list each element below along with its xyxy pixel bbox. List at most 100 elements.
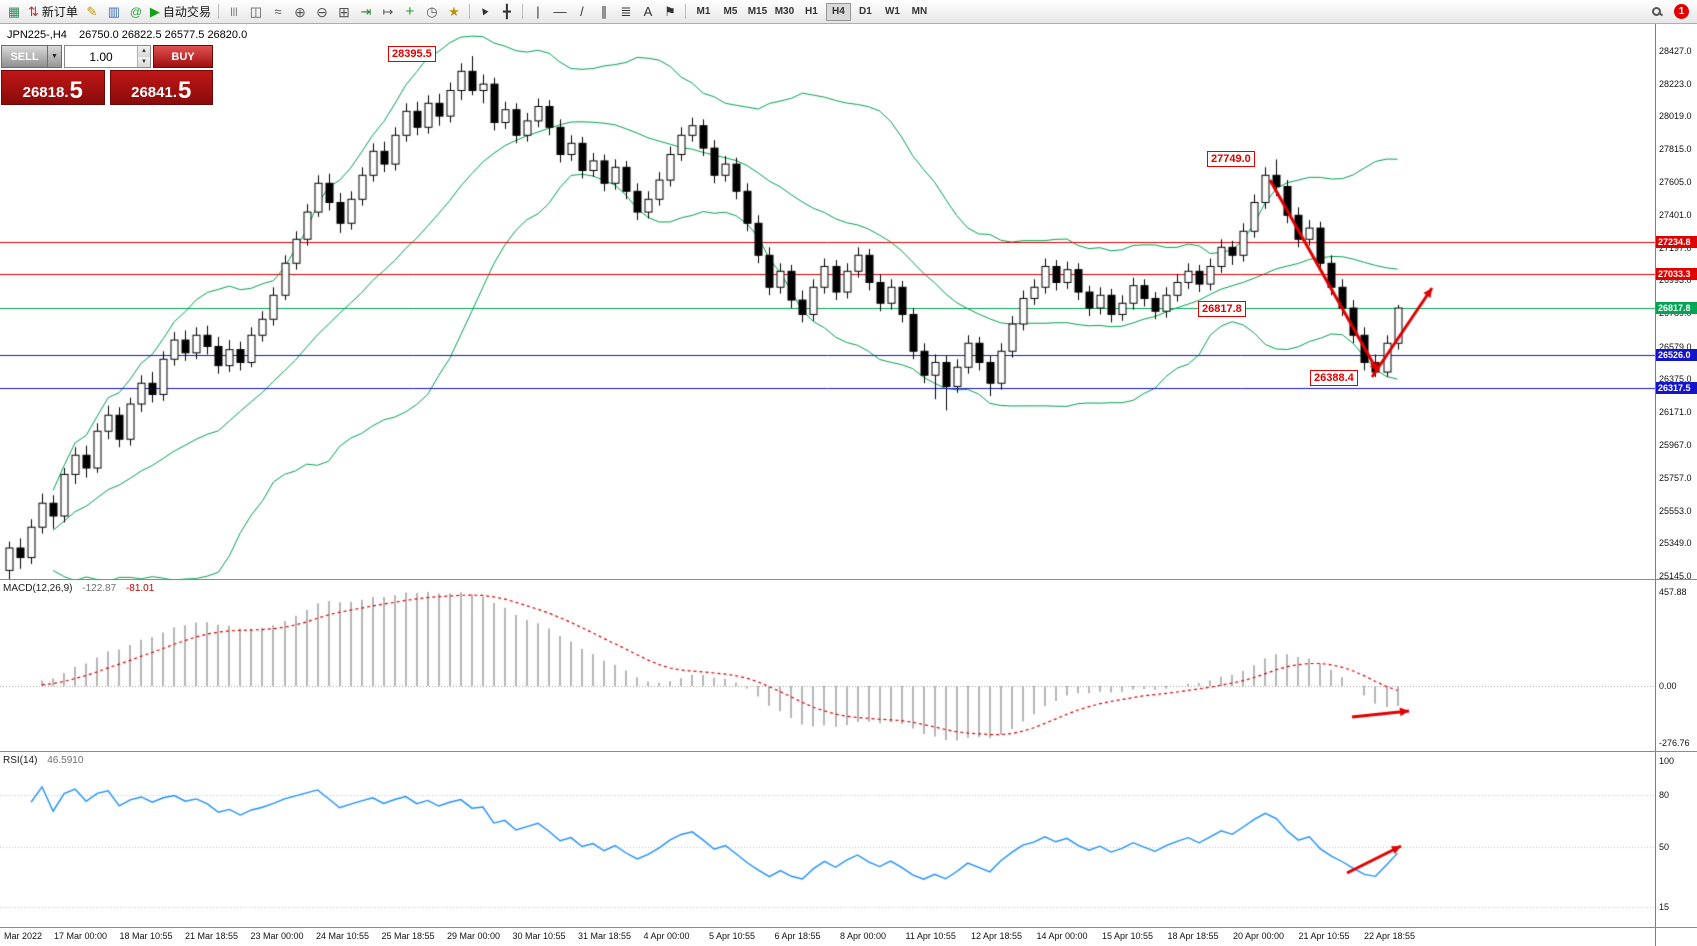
- volume-input[interactable]: [65, 46, 137, 67]
- timeframe-m1-button[interactable]: M1: [696, 6, 711, 17]
- horizontal-line-icon[interactable]: —: [549, 2, 571, 22]
- price-tick: 27401.0: [1659, 210, 1692, 221]
- crosshair-icon: ╋: [503, 4, 511, 19]
- timeframe-mn-button[interactable]: MN: [911, 6, 928, 17]
- price-callout[interactable]: 26817.8: [1198, 301, 1246, 317]
- zoom-out-icon[interactable]: ⊖: [311, 2, 333, 22]
- time-tick: 8 Apr 00:00: [840, 931, 887, 941]
- chart-canvas[interactable]: [0, 24, 1655, 946]
- price-tick: 26171.0: [1659, 406, 1692, 417]
- buy-button[interactable]: BUY: [153, 45, 213, 68]
- market-depth-icon[interactable]: ▥: [103, 2, 125, 22]
- buy-price: 26841.: [131, 83, 178, 101]
- volume-stepper[interactable]: ▲ ▼: [137, 46, 150, 67]
- cursor-icon[interactable]: ▲: [474, 2, 496, 22]
- price-tick: 27605.0: [1659, 177, 1692, 188]
- symbol-period-label: JPN225-,H4: [7, 29, 67, 41]
- candlestick-chart-icon[interactable]: ◫: [245, 2, 267, 22]
- panel-separator[interactable]: [0, 579, 1697, 580]
- metaeditor-icon[interactable]: ✎: [81, 2, 103, 22]
- time-tick: 29 Mar 00:00: [447, 931, 501, 941]
- timeframe-h1-button[interactable]: H1: [805, 6, 818, 17]
- price-tick: 27197.0: [1659, 242, 1692, 253]
- trade-panel-prices: 26818. 5 26841. 5: [1, 70, 213, 105]
- autotrading-button-label: 自动交易: [162, 5, 211, 19]
- timeframe-m15-button[interactable]: M15: [747, 6, 768, 17]
- time-tick: 5 Apr 10:55: [709, 931, 756, 941]
- templates-icon[interactable]: ★: [443, 2, 465, 22]
- templates-icon: ★: [448, 4, 460, 19]
- one-click-trade-panel: SELL ▼ ▲ ▼ BUY 26818. 5 26841. 5: [1, 45, 213, 105]
- price-tick: 25757.0: [1659, 473, 1692, 484]
- macd-axis-tick: -276.76: [1659, 737, 1690, 748]
- fibonacci-icon[interactable]: ≣: [615, 2, 637, 22]
- toolbar-items: ▦ ⇅ 新订单 ✎ ▥ @ ▶ 自动交易 ||| ◫ ≈ ⊕ ⊖ ⊞ ⇥ ↦ + ◷ ★ ▲ ╋ | — / ∥ ≣ A ⚑ M1 M5 M…: [3, 0, 933, 23]
- sell-price-box[interactable]: 26818. 5: [1, 70, 105, 105]
- panel-separator[interactable]: [0, 751, 1697, 752]
- price-tick: 26993.0: [1659, 275, 1692, 286]
- search-button[interactable]: [1645, 2, 1667, 22]
- price-tick: 28223.0: [1659, 78, 1692, 89]
- time-tick: 15 Apr 10:55: [1102, 931, 1154, 941]
- rsi-axis-tick: 80: [1659, 790, 1670, 801]
- volume-dropdown[interactable]: ▼: [48, 45, 62, 68]
- sell-button[interactable]: SELL: [1, 45, 48, 68]
- time-tick: 21 Apr 10:55: [1298, 931, 1350, 941]
- rsi-value: 46.5910: [47, 755, 84, 766]
- text-icon[interactable]: A: [637, 2, 659, 22]
- chart-shift-icon: ↦: [382, 4, 394, 19]
- notification-badge[interactable]: 1: [1674, 4, 1689, 19]
- timeframe-h4-button[interactable]: H4: [825, 2, 851, 21]
- rsi-axis-tick: 100: [1659, 756, 1675, 766]
- price-tag: 26317.5: [1656, 382, 1697, 395]
- timeframe-w1-button[interactable]: W1: [884, 6, 900, 17]
- new-order-button-label: 新订单: [41, 5, 78, 19]
- price-tag: 26817.8: [1656, 302, 1697, 315]
- add-indicator-icon[interactable]: +: [399, 2, 421, 22]
- arrows-icon[interactable]: ⚑: [659, 2, 681, 22]
- line-chart-icon[interactable]: ≈: [267, 2, 289, 22]
- time-tick: 30 Mar 10:55: [512, 931, 566, 941]
- bar-chart-icon: |||: [230, 6, 238, 16]
- auto-scroll-icon[interactable]: ⇥: [355, 2, 377, 22]
- metaeditor-icon: ✎: [86, 4, 98, 19]
- zoom-out-icon: ⊖: [316, 3, 328, 20]
- price-tick: 25553.0: [1659, 505, 1692, 516]
- panel-separator[interactable]: [0, 927, 1697, 928]
- vertical-line-icon[interactable]: |: [527, 2, 549, 22]
- price-callout[interactable]: 26388.4: [1310, 370, 1358, 386]
- price-tick: 28427.0: [1659, 46, 1692, 56]
- price-callout[interactable]: 27749.0: [1207, 151, 1255, 167]
- spin-up-icon[interactable]: ▲: [138, 46, 150, 57]
- equidistant-channel-icon[interactable]: ∥: [593, 2, 615, 22]
- new-order-button[interactable]: ⇅ 新订单: [25, 2, 81, 22]
- tile-windows-icon[interactable]: ⊞: [333, 2, 355, 22]
- time-tick: 4 Apr 00:00: [643, 931, 690, 941]
- time-tick: 21 Mar 18:55: [185, 931, 239, 941]
- trendline-icon[interactable]: /: [571, 2, 593, 22]
- time-tick: 17 Mar 00:00: [54, 931, 108, 941]
- spin-down-icon[interactable]: ▼: [138, 56, 150, 67]
- timeframe-d1-button[interactable]: D1: [859, 6, 872, 17]
- chevron-down-icon: ▼: [51, 53, 58, 60]
- crosshair-icon[interactable]: ╋: [496, 2, 518, 22]
- community-icon[interactable]: @: [125, 2, 147, 22]
- buy-price-box[interactable]: 26841. 5: [109, 70, 213, 105]
- period-icon[interactable]: ◷: [421, 2, 443, 22]
- zoom-in-icon[interactable]: ⊕: [289, 2, 311, 22]
- timeframe-m30-button[interactable]: M30: [774, 6, 795, 17]
- timeframe-m5-button[interactable]: M5: [723, 6, 738, 17]
- macd-axis-tick: 457.88: [1659, 586, 1687, 597]
- community-icon: @: [129, 4, 143, 19]
- new-chart-icon[interactable]: ▦: [3, 2, 25, 22]
- time-tick: 31 Mar 18:55: [578, 931, 632, 941]
- rsi-axis-tick: 15: [1659, 902, 1670, 913]
- autotrading-button[interactable]: ▶ 自动交易: [147, 2, 214, 22]
- chart-shift-icon[interactable]: ↦: [377, 2, 399, 22]
- time-axis: Mar 2022 17 Mar 00:00 18 Mar 10:55 21 Mar 1…: [0, 928, 1697, 946]
- price-tick: 25349.0: [1659, 538, 1692, 549]
- price-callout[interactable]: 28395.5: [388, 46, 436, 62]
- time-tick: 22 Apr 18:55: [1364, 931, 1416, 941]
- macd-name: MACD(12,26,9): [3, 583, 73, 594]
- bar-chart-icon[interactable]: |||: [223, 2, 245, 22]
